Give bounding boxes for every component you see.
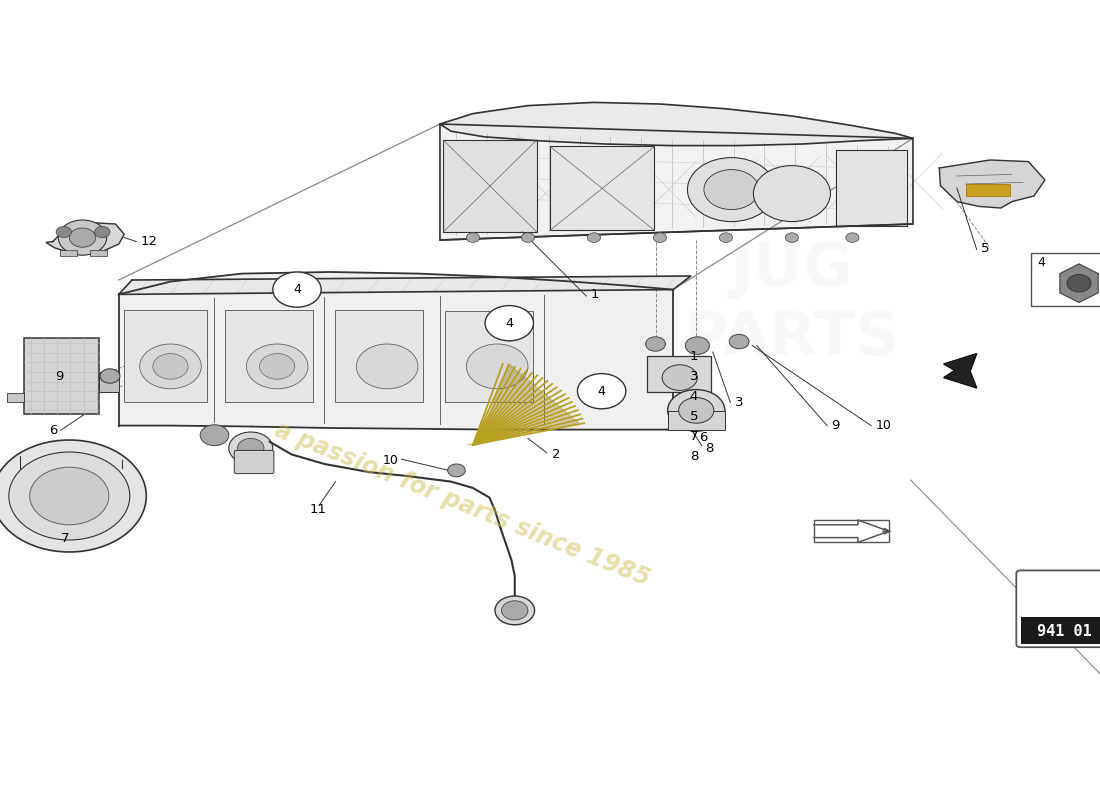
Circle shape <box>846 233 859 242</box>
Circle shape <box>30 467 109 525</box>
Circle shape <box>719 233 733 242</box>
Circle shape <box>140 344 201 389</box>
Polygon shape <box>939 160 1045 208</box>
Circle shape <box>58 220 107 255</box>
Circle shape <box>95 226 110 238</box>
Text: 2: 2 <box>552 448 561 461</box>
Polygon shape <box>119 272 673 430</box>
Text: 12: 12 <box>141 235 157 248</box>
FancyBboxPatch shape <box>60 250 77 256</box>
Circle shape <box>1067 274 1091 292</box>
Polygon shape <box>1060 264 1098 302</box>
Circle shape <box>485 306 534 341</box>
Circle shape <box>229 432 273 464</box>
FancyBboxPatch shape <box>226 310 314 402</box>
Circle shape <box>685 337 710 354</box>
Text: 6: 6 <box>50 424 58 437</box>
Circle shape <box>466 344 528 389</box>
FancyBboxPatch shape <box>99 372 119 392</box>
Circle shape <box>521 233 535 242</box>
Text: 8: 8 <box>705 442 714 454</box>
FancyBboxPatch shape <box>647 356 711 392</box>
Circle shape <box>0 440 146 552</box>
Circle shape <box>704 170 759 210</box>
FancyBboxPatch shape <box>90 250 107 256</box>
Circle shape <box>754 166 830 222</box>
Text: 941 01: 941 01 <box>1037 625 1092 639</box>
Circle shape <box>200 425 229 446</box>
Text: 10: 10 <box>383 454 398 466</box>
Polygon shape <box>46 222 124 254</box>
Circle shape <box>646 337 666 351</box>
Text: 9: 9 <box>55 370 64 382</box>
Circle shape <box>273 272 321 307</box>
Circle shape <box>9 452 130 540</box>
FancyBboxPatch shape <box>836 150 908 226</box>
FancyBboxPatch shape <box>966 184 1010 196</box>
Circle shape <box>495 596 535 625</box>
Circle shape <box>668 390 725 431</box>
Circle shape <box>260 354 295 379</box>
Text: 1: 1 <box>690 350 698 363</box>
Circle shape <box>246 344 308 389</box>
Circle shape <box>785 233 799 242</box>
Text: 4: 4 <box>597 385 606 398</box>
Text: 10: 10 <box>876 419 891 432</box>
Text: 4: 4 <box>293 283 301 296</box>
FancyBboxPatch shape <box>446 311 534 402</box>
FancyBboxPatch shape <box>336 310 424 402</box>
Circle shape <box>69 228 96 247</box>
Circle shape <box>729 334 749 349</box>
FancyBboxPatch shape <box>1031 253 1100 306</box>
FancyBboxPatch shape <box>443 140 537 232</box>
Circle shape <box>679 398 714 423</box>
Polygon shape <box>468 364 579 445</box>
Text: 11: 11 <box>309 503 326 516</box>
Polygon shape <box>944 354 977 388</box>
Text: a passion for parts since 1985: a passion for parts since 1985 <box>271 418 653 590</box>
Circle shape <box>153 354 188 379</box>
Circle shape <box>587 233 601 242</box>
FancyBboxPatch shape <box>668 411 725 430</box>
Text: 6: 6 <box>700 431 708 444</box>
Text: 7: 7 <box>60 532 69 545</box>
FancyBboxPatch shape <box>1016 570 1100 647</box>
Circle shape <box>448 464 465 477</box>
Text: JUG
PARTS: JUG PARTS <box>683 240 900 368</box>
Circle shape <box>662 365 697 390</box>
Text: 9: 9 <box>832 419 840 432</box>
Text: 1: 1 <box>591 288 600 301</box>
Circle shape <box>688 158 776 222</box>
Circle shape <box>56 226 72 238</box>
Text: 3: 3 <box>690 370 698 383</box>
FancyBboxPatch shape <box>24 338 99 414</box>
Circle shape <box>502 601 528 620</box>
Circle shape <box>100 369 120 383</box>
Text: 5: 5 <box>981 242 990 254</box>
Text: 4: 4 <box>690 390 698 403</box>
Text: 4: 4 <box>505 317 514 330</box>
Text: 4: 4 <box>1037 256 1045 269</box>
Circle shape <box>653 233 667 242</box>
Polygon shape <box>440 124 913 240</box>
Polygon shape <box>440 102 913 146</box>
FancyBboxPatch shape <box>1021 617 1100 644</box>
Text: 5: 5 <box>690 410 698 423</box>
Circle shape <box>578 374 626 409</box>
Circle shape <box>356 344 418 389</box>
Text: 8: 8 <box>690 450 698 463</box>
Text: 7: 7 <box>690 430 698 443</box>
FancyBboxPatch shape <box>7 393 24 402</box>
Polygon shape <box>119 276 691 294</box>
FancyBboxPatch shape <box>234 450 274 474</box>
FancyBboxPatch shape <box>124 310 207 402</box>
Circle shape <box>466 233 480 242</box>
FancyBboxPatch shape <box>550 146 654 230</box>
Text: 3: 3 <box>735 396 744 409</box>
Circle shape <box>238 438 264 458</box>
